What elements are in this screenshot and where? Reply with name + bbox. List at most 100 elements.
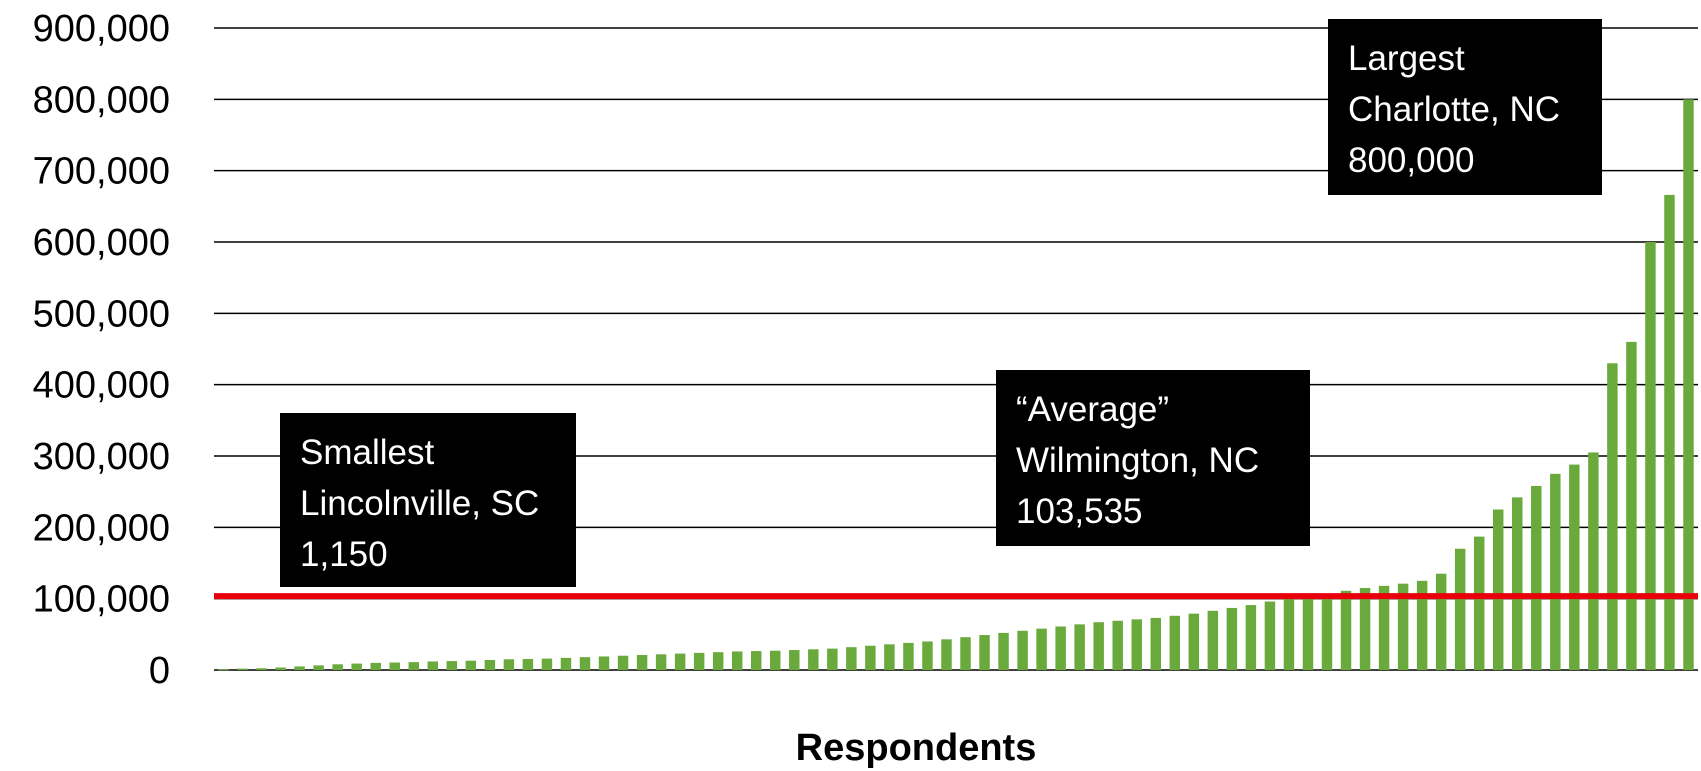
bar — [1055, 626, 1066, 670]
bar — [1074, 624, 1085, 670]
bar — [446, 661, 458, 670]
bar — [1036, 628, 1047, 670]
bar — [846, 647, 857, 670]
bar — [484, 660, 496, 670]
bar — [522, 658, 534, 670]
callout-average-place: Wilmington, NC — [1016, 441, 1260, 480]
bar — [1569, 464, 1580, 670]
bar — [1017, 630, 1028, 670]
bar — [332, 664, 343, 670]
y-tick-label: 100,000 — [33, 579, 170, 621]
bar — [1645, 242, 1656, 670]
y-tick-label: 600,000 — [33, 222, 170, 264]
bar — [370, 662, 381, 670]
y-tick-label: 400,000 — [33, 365, 170, 407]
bar — [237, 668, 248, 670]
bar — [1226, 607, 1238, 670]
bar — [1588, 452, 1599, 670]
bar — [1131, 619, 1142, 670]
bar — [1188, 613, 1200, 670]
callout-average-value: 103,535 — [1016, 492, 1143, 531]
y-tick-label: 200,000 — [33, 507, 170, 549]
y-tick-label: 500,000 — [33, 293, 170, 335]
bar — [218, 669, 229, 671]
bar — [770, 650, 781, 670]
bar — [751, 651, 762, 670]
bar — [275, 667, 286, 670]
bar — [408, 662, 419, 670]
bar — [1683, 99, 1694, 670]
bar — [1169, 615, 1181, 670]
bar — [827, 648, 838, 670]
bar — [256, 668, 267, 670]
bar — [1283, 598, 1295, 670]
bar — [560, 657, 572, 670]
bar — [998, 632, 1009, 670]
callout-largest: Largest Charlotte, NC 800,000 — [1328, 19, 1602, 195]
bar — [884, 644, 895, 670]
bar — [427, 661, 439, 670]
bar — [1473, 536, 1485, 670]
bar — [1512, 497, 1523, 670]
bar — [1245, 605, 1257, 670]
bar — [389, 662, 400, 670]
bar — [541, 658, 553, 670]
bar — [1321, 593, 1333, 670]
y-axis-ticks: 900,000 800,000 700,000 600,000 500,000 400,0… — [33, 8, 170, 692]
bar — [1626, 341, 1637, 670]
bar — [1397, 583, 1409, 670]
bar — [808, 649, 819, 670]
bar — [1493, 509, 1504, 670]
callout-largest-place: Charlotte, NC — [1348, 90, 1561, 129]
bar — [731, 651, 743, 670]
callout-average: “Average” Wilmington, NC 103,535 — [996, 370, 1310, 546]
bar — [617, 655, 629, 670]
bar — [294, 666, 305, 670]
bar — [1378, 585, 1390, 670]
bar — [1093, 622, 1104, 670]
bar — [1607, 363, 1618, 670]
callout-smallest-value: 1,150 — [300, 535, 388, 574]
bar — [903, 642, 914, 670]
y-tick-label: 300,000 — [33, 436, 170, 478]
bar — [1112, 620, 1123, 670]
bar — [1340, 590, 1352, 670]
bar — [636, 655, 648, 670]
callout-largest-value: 800,000 — [1348, 141, 1475, 180]
bar — [351, 663, 362, 670]
bar — [598, 656, 610, 670]
bar — [693, 652, 705, 670]
bar — [674, 653, 686, 670]
callout-smallest-place: Lincolnville, SC — [300, 484, 540, 523]
bar — [979, 635, 990, 670]
bar — [922, 641, 933, 670]
bar — [1359, 587, 1371, 670]
callout-smallest: Smallest Lincolnville, SC 1,150 — [280, 413, 576, 587]
bars — [218, 99, 1694, 671]
bar — [1264, 601, 1276, 670]
bar — [465, 660, 477, 670]
y-tick-label: 900,000 — [33, 8, 170, 50]
bar — [865, 645, 876, 670]
y-tick-label: 700,000 — [33, 151, 170, 193]
x-axis-label: Respondents — [796, 727, 1037, 769]
y-tick-label: 800,000 — [33, 79, 170, 121]
callout-smallest-label: Smallest — [300, 433, 435, 472]
callout-largest-label: Largest — [1348, 39, 1465, 78]
bar — [313, 665, 324, 670]
bar — [1454, 548, 1466, 670]
bar — [789, 650, 800, 670]
bar — [503, 659, 515, 670]
callout-average-label: “Average” — [1016, 390, 1170, 429]
y-tick-label: 0 — [149, 650, 170, 692]
bar — [1550, 473, 1561, 670]
bar — [1435, 573, 1447, 670]
bar — [1531, 485, 1542, 670]
bar — [655, 654, 667, 670]
bar — [960, 637, 971, 670]
bar — [1664, 194, 1675, 671]
bar — [579, 657, 591, 670]
bar — [1416, 580, 1428, 670]
bar — [1302, 596, 1314, 670]
